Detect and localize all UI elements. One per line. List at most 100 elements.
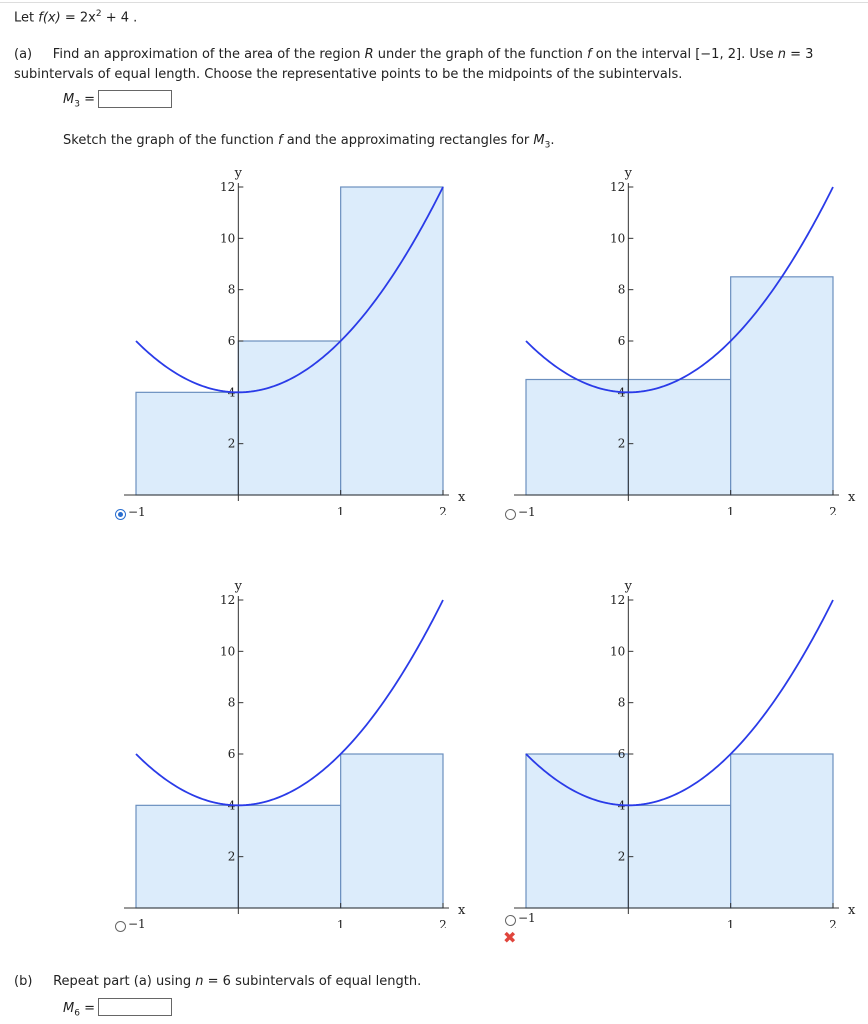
rectangle-2: [627, 804, 732, 909]
function-lhs: f(x): [38, 10, 61, 26]
rectangle-2: [627, 378, 732, 496]
plot-option-4: 2 4 6 8 10 12 1 2 x y: [500, 568, 868, 932]
m3-subscript: 3: [74, 99, 80, 110]
m6-equals: =: [84, 1001, 95, 1016]
n-symbol: n: [777, 47, 787, 62]
sketch-text-2: and the approximating rectangles for: [286, 133, 530, 148]
option-2-x-min-label: −1: [518, 505, 536, 519]
x-tick-label-2: 2: [439, 505, 447, 515]
function-curve: [525, 186, 834, 394]
region-symbol: R: [364, 47, 374, 62]
rectangle-3: [730, 753, 834, 909]
y-tick-label-12: 12: [220, 593, 235, 607]
option-1-radio[interactable]: [115, 509, 126, 520]
rectangle-1: [135, 804, 239, 909]
m6-answer-input[interactable]: [98, 998, 172, 1016]
part-b-label: (b): [14, 974, 33, 989]
rectangle-2: [237, 340, 342, 496]
y-tick-label-6: 6: [228, 334, 236, 348]
function-definition: Let f(x) = 2x2 + 4 .: [14, 9, 137, 25]
m3-equals: =: [84, 92, 95, 107]
sketch-period: .: [550, 133, 555, 148]
m6-subscript: 6: [74, 1008, 80, 1019]
sketch-instruction: Sketch the graph of the function f and t…: [63, 133, 554, 151]
x-tick-label-1: 1: [337, 918, 345, 928]
y-tick-label-8: 8: [618, 283, 626, 297]
m3-answer-input[interactable]: [98, 90, 172, 108]
m3-label: M3 =: [63, 92, 95, 110]
x-axis-label: x: [848, 903, 856, 918]
function-rhs-tail: + 4 .: [105, 10, 138, 26]
y-tick-label-2: 2: [228, 850, 236, 864]
x-axis-label: x: [848, 490, 856, 505]
y-tick-label-6: 6: [618, 334, 626, 348]
plot-option-1: 2 4 6 8 10 12 1 2 x y: [110, 155, 480, 519]
y-tick-label-2: 2: [228, 437, 236, 451]
x-tick-label-1: 1: [727, 505, 735, 515]
rectangle-2: [237, 804, 342, 909]
x-axis-label: x: [458, 903, 466, 918]
function-curve: [135, 186, 444, 394]
part-a-text-2: under the graph of the function: [377, 47, 583, 62]
y-axis-label: y: [624, 166, 633, 181]
m6-label: M6 =: [63, 1001, 95, 1019]
rectangle-1: [525, 753, 629, 909]
y-tick-label-8: 8: [618, 696, 626, 710]
rectangle-1: [135, 391, 239, 496]
m6-letter: M: [63, 1001, 75, 1016]
rectangle-3: [340, 753, 444, 909]
y-tick-label-8: 8: [228, 283, 236, 297]
part-a-text-3: on the interval [−1, 2]. Use: [595, 47, 774, 62]
part-b-text: Repeat part (a) using: [53, 974, 192, 989]
y-tick-label-12: 12: [610, 180, 625, 194]
part-b-n-value: = 6 subintervals of equal length.: [207, 974, 422, 989]
option-4-radio[interactable]: [505, 915, 516, 926]
part-a-prompt-line1: (a) Find an approximation of the area of…: [14, 47, 813, 62]
function-exponent: 2: [95, 9, 102, 19]
y-tick-label-10: 10: [610, 644, 625, 658]
y-tick-label-2: 2: [618, 850, 626, 864]
y-tick-label-2: 2: [618, 437, 626, 451]
y-tick-label-6: 6: [618, 747, 626, 761]
sketch-fn-symbol: f: [277, 133, 283, 148]
plot-option-2: 2 4 6 8 10 12 1 2 x y: [500, 155, 868, 519]
y-tick-label-8: 8: [228, 696, 236, 710]
option-2-radio[interactable]: [505, 509, 516, 520]
option-3-x-min-label: −1: [128, 917, 146, 931]
x-axis-label: x: [458, 490, 466, 505]
y-tick-label-10: 10: [610, 231, 625, 245]
y-axis-label: y: [624, 579, 633, 594]
x-tick-label-1: 1: [727, 918, 735, 928]
m3-letter: M: [63, 92, 75, 107]
y-tick-label-10: 10: [220, 231, 235, 245]
plot-option-3: 2 4 6 8 10 12 1 2 x y: [110, 568, 480, 932]
rectangle-1: [525, 378, 629, 496]
rectangle-3: [340, 186, 444, 496]
top-divider: [0, 2, 868, 3]
part-a-label: (a): [14, 47, 33, 62]
option-1-x-min-label: −1: [128, 505, 146, 519]
n-value: = 3: [790, 47, 814, 62]
rectangle-3: [730, 276, 834, 496]
let-word: Let: [14, 10, 35, 26]
y-tick-label-6: 6: [228, 747, 236, 761]
y-tick-label-10: 10: [220, 644, 235, 658]
y-axis-label: y: [234, 579, 243, 594]
function-curve: [525, 599, 834, 807]
function-symbol: f: [587, 47, 592, 62]
x-tick-label-2: 2: [439, 918, 447, 928]
option-3-radio[interactable]: [115, 921, 126, 932]
sketch-text-1: Sketch the graph of the function: [63, 133, 274, 148]
part-b-n-symbol: n: [195, 974, 204, 989]
option-4-x-min-label: −1: [518, 911, 536, 925]
incorrect-x-icon: ✖: [503, 928, 517, 947]
x-tick-label-1: 1: [337, 505, 345, 515]
function-curve: [135, 599, 444, 807]
sketch-m-subscript: 3: [544, 140, 551, 151]
sketch-m-symbol: M: [533, 133, 545, 148]
function-rhs: = 2x: [64, 10, 96, 26]
part-a-text-1: Find an approximation of the area of the…: [52, 47, 361, 62]
y-tick-label-12: 12: [610, 593, 625, 607]
part-b-prompt: (b) Repeat part (a) using n = 6 subinter…: [14, 974, 421, 989]
y-tick-label-12: 12: [220, 180, 235, 194]
